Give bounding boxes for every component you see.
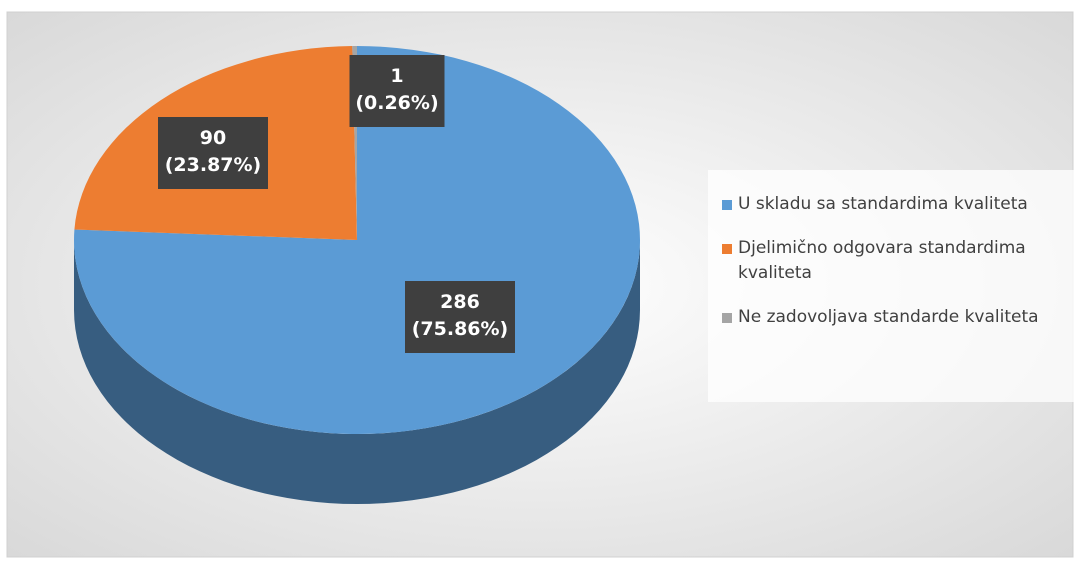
data-label: 90 (23.87%)	[158, 117, 268, 189]
data-label-line: (75.86%)	[412, 318, 509, 340]
legend: U skladu sa standardima kvaliteta Djelimi…	[708, 170, 1078, 402]
legend-label: Ne zadovoljava standarde kvaliteta	[738, 307, 1039, 327]
data-label-line: 286	[440, 291, 480, 313]
data-label-line: (23.87%)	[165, 154, 262, 176]
legend-item: U skladu sa standardima kvaliteta	[722, 192, 1070, 217]
data-label-text: 1 (0.26%)	[355, 65, 438, 114]
data-label-text: 286 (75.86%)	[412, 291, 509, 340]
data-label-text: 90 (23.87%)	[165, 127, 262, 176]
data-label-box	[158, 117, 268, 189]
data-label-line: 1	[390, 65, 403, 87]
data-label-line: (0.26%)	[355, 92, 438, 114]
data-labels: 286 (75.86%) 90 (23.87%) 1 (0.26%)	[158, 55, 515, 353]
legend-item: Ne zadovoljava standarde kvaliteta	[722, 305, 1070, 330]
data-label: 1 (0.26%)	[349, 55, 445, 127]
legend-label: U skladu sa standardima kvaliteta	[738, 194, 1028, 214]
legend-label: Djelimično odgovara standardima kvalitet…	[738, 238, 1026, 283]
legend-swatch	[722, 244, 732, 254]
legend-swatch	[722, 200, 732, 210]
legend-item: Djelimično odgovara standardima kvalitet…	[722, 236, 1070, 286]
data-label-line: 90	[200, 127, 226, 149]
data-label: 286 (75.86%)	[405, 281, 515, 353]
legend-swatch	[722, 313, 732, 323]
data-label-box	[349, 55, 445, 127]
slice-side	[74, 240, 640, 504]
data-label-box	[405, 281, 515, 353]
